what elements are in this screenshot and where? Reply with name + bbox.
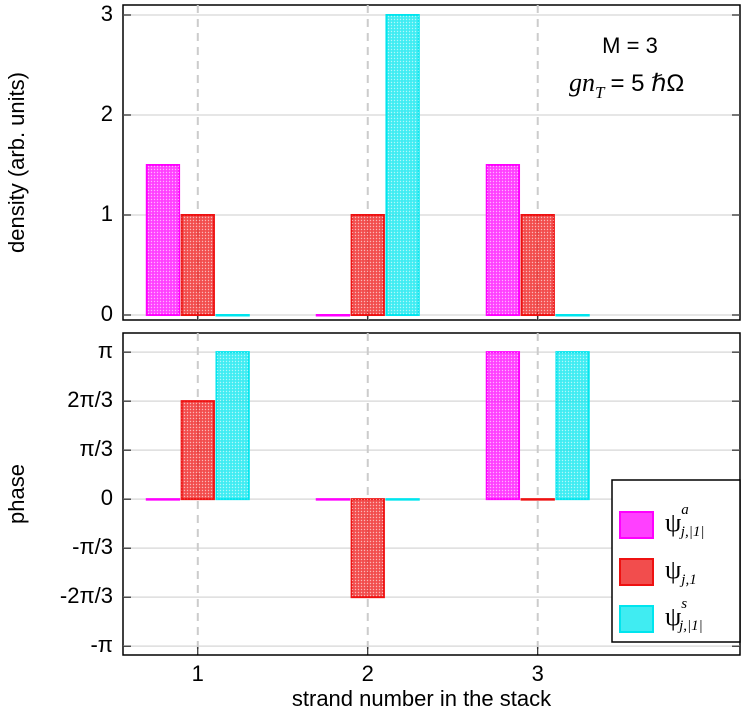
legend-sub: j,|1|	[679, 524, 705, 540]
legend-symbol: ψ	[665, 555, 681, 584]
bar-group	[485, 164, 521, 316]
x-tick-label: 2	[362, 661, 374, 686]
bar-group	[215, 351, 250, 501]
bar-group	[180, 400, 215, 501]
annotation: gnT = 5 ℏΩ	[569, 68, 684, 102]
bar-group	[180, 214, 215, 316]
bar-group	[485, 351, 521, 501]
bar-texture	[386, 15, 419, 315]
legend-sub: j,1	[679, 572, 696, 588]
annotation: M = 3	[602, 33, 658, 58]
x-tick-label: 1	[192, 661, 204, 686]
legend-sup: a	[681, 502, 689, 518]
bar-texture	[351, 215, 384, 315]
bar-texture	[556, 352, 589, 500]
bar-texture	[486, 165, 520, 315]
bar-group	[385, 14, 420, 316]
bar-group	[520, 498, 555, 501]
legend-label: ψj,1	[665, 555, 697, 588]
legend-sub: j,|1|	[677, 618, 703, 634]
legend-swatch	[619, 605, 654, 633]
y-tick-label: 0	[101, 301, 113, 326]
y-tick-label: -π/3	[72, 534, 113, 559]
bar-texture	[216, 352, 249, 500]
x-tick-label: 3	[532, 661, 544, 686]
annotation-part: = 5 ℏΩ	[610, 70, 684, 97]
bar-group	[215, 314, 250, 317]
y-tick-label: 3	[101, 1, 113, 26]
bar-group	[350, 214, 385, 316]
y-tick-label: 0	[101, 485, 113, 510]
bar	[145, 498, 181, 501]
bar-texture	[486, 352, 520, 500]
x-axis-label: strand number in the stack	[292, 686, 552, 711]
bar-group	[315, 498, 351, 501]
legend-symbol: ψ	[665, 602, 681, 631]
bar-group	[145, 498, 181, 501]
bar-texture	[181, 401, 214, 500]
y-tick-label: 2	[101, 101, 113, 126]
legend-label: ψs j,|1|	[665, 596, 703, 634]
bar	[315, 498, 351, 501]
bar-group	[350, 498, 385, 599]
bar	[315, 314, 351, 317]
y-tick-label: π	[98, 338, 113, 363]
y-tick-label: 2π/3	[67, 387, 113, 412]
y-tick-label: -π	[90, 632, 113, 657]
legend-swatch	[619, 511, 654, 539]
legend-swatch	[619, 558, 654, 586]
annotation-part: gn	[569, 68, 595, 97]
bar	[520, 498, 555, 501]
bar-group	[385, 498, 420, 501]
bar-group	[520, 214, 555, 316]
bar	[385, 498, 420, 501]
bar	[215, 314, 250, 317]
y-tick-label: -2π/3	[60, 583, 113, 608]
bar-texture	[351, 499, 384, 598]
bar	[555, 314, 590, 317]
bar-group	[555, 314, 590, 317]
bar-group	[145, 164, 181, 316]
y-axis-label: density (arb. units)	[4, 72, 29, 253]
bar-group	[555, 351, 590, 501]
legend-symbol: ψ	[665, 508, 681, 537]
bar-texture	[181, 215, 214, 315]
bar-texture	[146, 165, 180, 315]
bar-texture	[521, 215, 554, 315]
plot-frame	[122, 4, 741, 321]
y-axis-label: phase	[4, 464, 29, 524]
legend-sup: s	[681, 596, 687, 612]
legend-label: ψa j,|1|	[665, 502, 704, 540]
y-tick-label: π/3	[79, 436, 113, 461]
bar-group	[315, 314, 351, 317]
annotation-part: T	[595, 83, 606, 102]
y-tick-label: 1	[101, 201, 113, 226]
